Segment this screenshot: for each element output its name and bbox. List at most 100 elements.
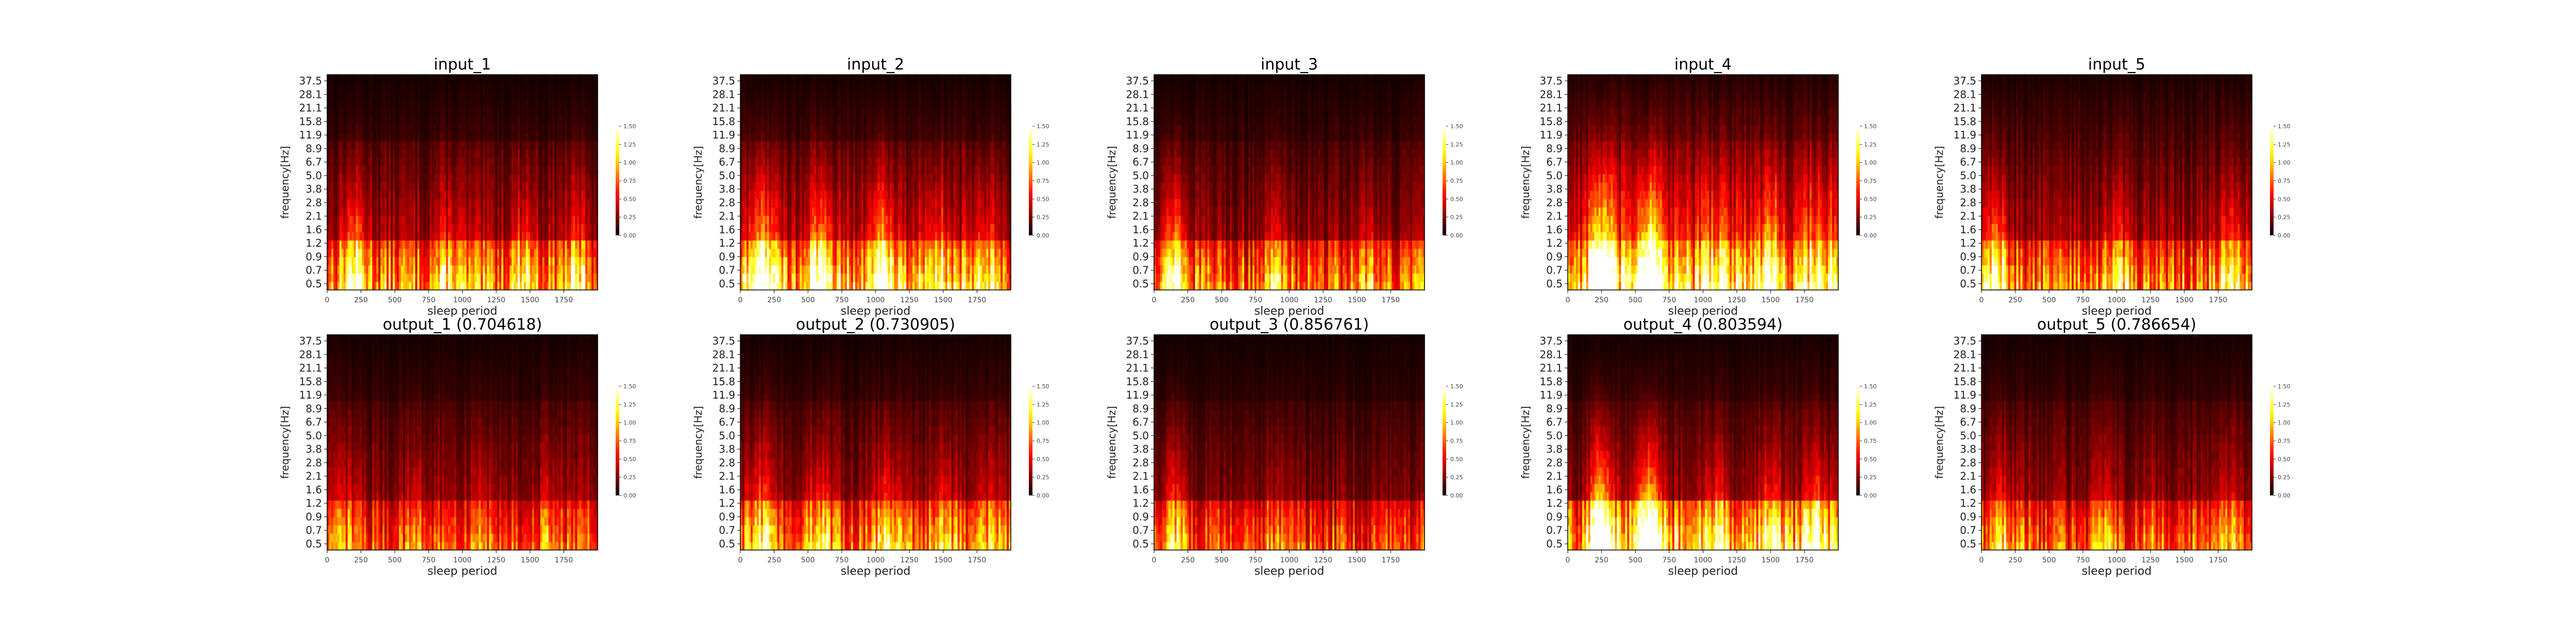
colorbar-tick-label: 1.50 bbox=[1037, 123, 1049, 130]
colorbar-tick-label: 1.25 bbox=[2278, 401, 2291, 408]
y-tick-label: 0.5 bbox=[306, 538, 322, 550]
colorbar-tick-label: 0.50 bbox=[2278, 196, 2291, 202]
y-tick-label: 6.7 bbox=[1960, 156, 1976, 168]
y-axis-label: frequency[Hz] bbox=[1933, 146, 1945, 218]
y-tick-label: 6.7 bbox=[719, 416, 735, 428]
subplot-output-2: output_2 (0.730905)0.50.70.91.21.62.12.8… bbox=[692, 316, 1049, 578]
colorbar-tick-label: 0.25 bbox=[2278, 214, 2291, 221]
colorbar-tick-label: 0.75 bbox=[623, 438, 636, 444]
y-tick-label: 11.9 bbox=[1953, 389, 1976, 401]
y-tick-label: 0.9 bbox=[719, 510, 735, 523]
y-tick-label: 21.1 bbox=[1539, 362, 1563, 374]
x-tick-label: 1750 bbox=[1382, 296, 1400, 304]
colorbar-tick-label: 0.50 bbox=[1450, 456, 1463, 462]
colorbar-tick-label: 0.75 bbox=[1864, 178, 1877, 184]
y-tick-label: 5.0 bbox=[719, 169, 735, 182]
colorbar-tick-label: 0.00 bbox=[2278, 232, 2291, 239]
y-axis-label: frequency[Hz] bbox=[692, 406, 704, 478]
y-tick-label: 3.8 bbox=[1546, 443, 1563, 455]
y-tick-label: 2.8 bbox=[1960, 196, 1976, 209]
y-tick-label: 0.7 bbox=[306, 264, 322, 277]
y-tick-label: 28.1 bbox=[1126, 88, 1149, 100]
x-tick-label: 1250 bbox=[900, 556, 919, 564]
colorbar-tick-label: 1.25 bbox=[1037, 401, 1049, 408]
x-tick-label: 250 bbox=[354, 556, 368, 564]
colorbar-tick-label: 1.25 bbox=[623, 401, 636, 408]
subplot-output-5: output_5 (0.786654)0.50.70.91.21.62.12.8… bbox=[1933, 316, 2291, 578]
y-tick-label: 21.1 bbox=[1126, 362, 1149, 374]
y-tick-label: 2.1 bbox=[719, 210, 735, 222]
y-tick-label: 0.9 bbox=[1546, 510, 1563, 523]
subplot-input-1: input_10.50.70.91.21.62.12.83.85.06.78.9… bbox=[279, 56, 636, 318]
colorbar-tick-label: 1.50 bbox=[1037, 383, 1049, 390]
y-tick-label: 0.7 bbox=[1546, 264, 1563, 277]
subplot-input-2: input_20.50.70.91.21.62.12.83.85.06.78.9… bbox=[692, 56, 1049, 318]
y-tick-label: 28.1 bbox=[1539, 348, 1563, 360]
subplot-title: input_4 bbox=[1674, 56, 1732, 74]
y-tick-label: 5.0 bbox=[1546, 169, 1563, 182]
colorbar-tick-label: 1.25 bbox=[623, 141, 636, 148]
x-tick-label: 750 bbox=[1249, 296, 1263, 304]
y-axis-label: frequency[Hz] bbox=[692, 146, 704, 218]
subplot-title: output_4 (0.803594) bbox=[1623, 316, 1783, 334]
y-tick-label: 8.9 bbox=[719, 142, 735, 154]
colorbar-tick-label: 0.50 bbox=[1450, 196, 1463, 202]
subplot-title: input_2 bbox=[847, 56, 904, 74]
x-tick-label: 250 bbox=[1181, 296, 1195, 304]
y-tick-label: 15.8 bbox=[1539, 115, 1563, 128]
x-tick-label: 0 bbox=[738, 556, 743, 564]
colorbar-tick-label: 0.00 bbox=[1037, 492, 1049, 499]
x-tick-label: 0 bbox=[1152, 556, 1157, 564]
colorbar-tick-label: 0.00 bbox=[623, 492, 636, 499]
y-tick-label: 5.0 bbox=[1960, 169, 1976, 182]
y-tick-label: 15.8 bbox=[712, 115, 735, 128]
colorbar-tick-label: 1.50 bbox=[1864, 123, 1877, 130]
y-tick-label: 0.5 bbox=[306, 278, 322, 290]
colorbar bbox=[1029, 386, 1032, 495]
y-tick-label: 11.9 bbox=[1953, 129, 1976, 141]
y-tick-label: 0.5 bbox=[1960, 538, 1976, 550]
y-tick-label: 37.5 bbox=[1953, 75, 1976, 87]
y-tick-label: 3.8 bbox=[719, 183, 735, 195]
x-tick-label: 1250 bbox=[487, 296, 505, 304]
y-tick-label: 2.1 bbox=[306, 210, 322, 222]
colorbar-tick-label: 0.25 bbox=[623, 214, 636, 221]
subplot-title: input_5 bbox=[2088, 56, 2145, 74]
x-tick-label: 1250 bbox=[487, 556, 505, 564]
y-tick-label: 28.1 bbox=[712, 88, 735, 100]
y-tick-label: 28.1 bbox=[712, 348, 735, 360]
colorbar bbox=[616, 126, 619, 235]
y-tick-label: 0.5 bbox=[1546, 538, 1563, 550]
x-tick-label: 500 bbox=[801, 296, 815, 304]
x-tick-label: 1000 bbox=[453, 296, 472, 304]
colorbar-tick-label: 0.25 bbox=[1037, 474, 1049, 481]
x-tick-label: 1000 bbox=[1280, 296, 1299, 304]
x-tick-label: 1000 bbox=[1694, 296, 1713, 304]
colorbar-tick-label: 1.00 bbox=[2278, 160, 2291, 166]
y-tick-label: 15.8 bbox=[299, 375, 322, 388]
y-tick-label: 0.5 bbox=[1132, 538, 1149, 550]
colorbar-tick-label: 1.00 bbox=[1864, 420, 1877, 426]
x-axis-label: sleep period bbox=[428, 565, 498, 578]
y-tick-label: 1.2 bbox=[1960, 237, 1976, 249]
x-tick-label: 250 bbox=[767, 296, 781, 304]
y-tick-label: 3.8 bbox=[1960, 443, 1976, 455]
y-tick-label: 6.7 bbox=[306, 156, 322, 168]
x-tick-label: 0 bbox=[325, 556, 330, 564]
x-tick-label: 1500 bbox=[2175, 556, 2194, 564]
subplot-input-3: input_30.50.70.91.21.62.12.83.85.06.78.9… bbox=[1106, 56, 1463, 318]
colorbar-tick-label: 1.00 bbox=[1037, 160, 1049, 166]
y-tick-label: 37.5 bbox=[1126, 75, 1149, 87]
y-tick-label: 0.5 bbox=[1546, 278, 1563, 290]
x-tick-label: 250 bbox=[1595, 296, 1608, 304]
subplot-title: input_1 bbox=[434, 56, 491, 74]
colorbar-tick-label: 0.25 bbox=[1450, 474, 1463, 481]
heatmap-cells bbox=[1154, 335, 1425, 551]
y-tick-label: 3.8 bbox=[1960, 183, 1976, 195]
colorbar-tick-label: 0.50 bbox=[1037, 196, 1049, 202]
y-tick-label: 11.9 bbox=[712, 389, 735, 401]
x-tick-label: 0 bbox=[325, 296, 330, 304]
colorbar-tick-label: 0.25 bbox=[1037, 214, 1049, 221]
y-tick-label: 0.5 bbox=[719, 538, 735, 550]
colorbar bbox=[1443, 126, 1446, 235]
